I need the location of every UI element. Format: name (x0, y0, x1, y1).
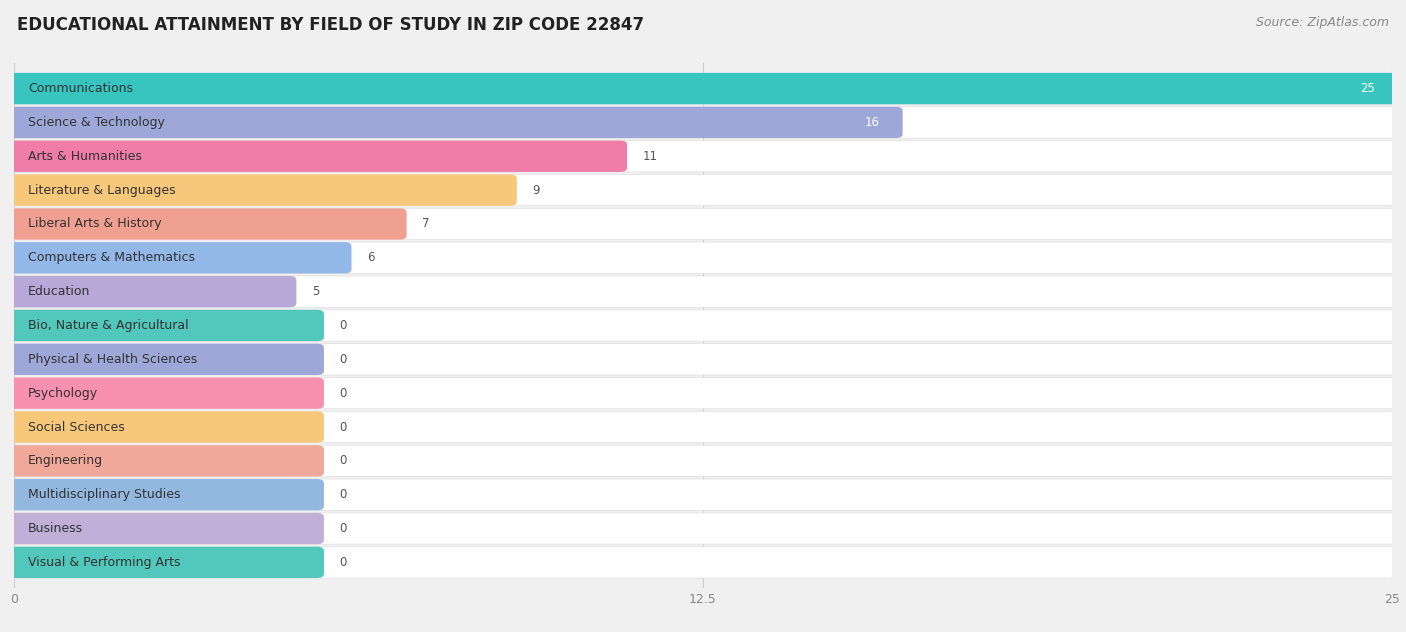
Text: 0: 0 (339, 319, 347, 332)
FancyBboxPatch shape (7, 73, 1399, 104)
Text: Education: Education (28, 285, 90, 298)
FancyBboxPatch shape (7, 209, 406, 240)
FancyBboxPatch shape (7, 513, 323, 544)
FancyBboxPatch shape (7, 276, 297, 307)
Text: Psychology: Psychology (28, 387, 98, 399)
FancyBboxPatch shape (7, 174, 517, 206)
Text: Visual & Performing Arts: Visual & Performing Arts (28, 556, 180, 569)
FancyBboxPatch shape (7, 377, 1399, 409)
FancyBboxPatch shape (7, 479, 323, 511)
Text: 0: 0 (339, 387, 347, 399)
FancyBboxPatch shape (7, 479, 1399, 511)
FancyBboxPatch shape (7, 73, 1399, 104)
Text: Literature & Languages: Literature & Languages (28, 184, 176, 197)
FancyBboxPatch shape (7, 445, 1399, 477)
Text: Liberal Arts & History: Liberal Arts & History (28, 217, 162, 231)
FancyBboxPatch shape (7, 547, 323, 578)
FancyBboxPatch shape (7, 344, 1399, 375)
FancyBboxPatch shape (7, 276, 1399, 307)
FancyBboxPatch shape (7, 547, 1399, 578)
FancyBboxPatch shape (7, 377, 323, 409)
Text: 7: 7 (422, 217, 429, 231)
FancyBboxPatch shape (7, 242, 1399, 274)
Text: 6: 6 (367, 252, 374, 264)
Text: 0: 0 (339, 353, 347, 366)
FancyBboxPatch shape (7, 209, 1399, 240)
FancyBboxPatch shape (7, 411, 1399, 442)
FancyBboxPatch shape (7, 310, 1399, 341)
Text: 11: 11 (643, 150, 658, 163)
Text: Computers & Mathematics: Computers & Mathematics (28, 252, 195, 264)
Text: 0: 0 (339, 522, 347, 535)
Text: Bio, Nature & Agricultural: Bio, Nature & Agricultural (28, 319, 188, 332)
FancyBboxPatch shape (7, 411, 323, 442)
Text: Engineering: Engineering (28, 454, 103, 467)
Text: Social Sciences: Social Sciences (28, 420, 125, 434)
FancyBboxPatch shape (7, 107, 1399, 138)
FancyBboxPatch shape (7, 140, 1399, 172)
Text: 0: 0 (339, 454, 347, 467)
Text: Business: Business (28, 522, 83, 535)
Text: 9: 9 (531, 184, 540, 197)
Text: Physical & Health Sciences: Physical & Health Sciences (28, 353, 197, 366)
Text: Communications: Communications (28, 82, 132, 95)
Text: Source: ZipAtlas.com: Source: ZipAtlas.com (1256, 16, 1389, 29)
Text: Arts & Humanities: Arts & Humanities (28, 150, 142, 163)
FancyBboxPatch shape (7, 513, 1399, 544)
Text: 16: 16 (865, 116, 879, 129)
Text: 0: 0 (339, 556, 347, 569)
FancyBboxPatch shape (7, 174, 1399, 206)
FancyBboxPatch shape (7, 344, 323, 375)
Text: EDUCATIONAL ATTAINMENT BY FIELD OF STUDY IN ZIP CODE 22847: EDUCATIONAL ATTAINMENT BY FIELD OF STUDY… (17, 16, 644, 33)
Text: 0: 0 (339, 420, 347, 434)
FancyBboxPatch shape (7, 310, 323, 341)
FancyBboxPatch shape (7, 242, 351, 274)
Text: 25: 25 (1361, 82, 1375, 95)
FancyBboxPatch shape (7, 445, 323, 477)
Text: Science & Technology: Science & Technology (28, 116, 165, 129)
Text: Multidisciplinary Studies: Multidisciplinary Studies (28, 488, 180, 501)
Text: 0: 0 (339, 488, 347, 501)
Text: 5: 5 (312, 285, 319, 298)
FancyBboxPatch shape (7, 107, 903, 138)
FancyBboxPatch shape (7, 140, 627, 172)
